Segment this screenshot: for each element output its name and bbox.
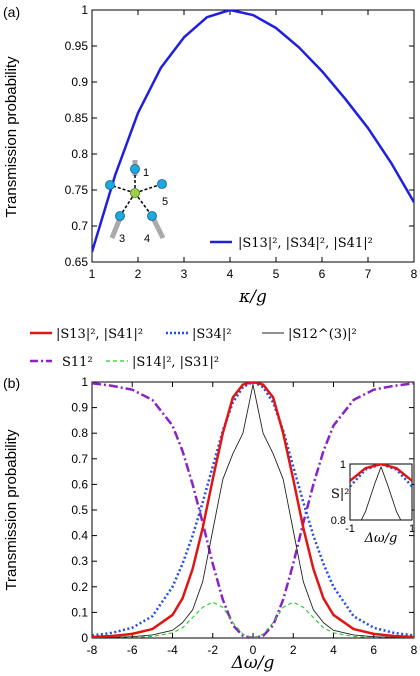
x-tick-label: 1 <box>409 523 415 535</box>
panel-b-series <box>92 382 414 638</box>
series-line <box>92 601 414 638</box>
y-tick-label: 1 <box>340 459 346 471</box>
panel-b-xlabel: Δω/g <box>231 653 275 673</box>
x-tick-label: 2 <box>135 267 142 281</box>
x-tick-label: 0 <box>250 643 257 657</box>
y-tick-label: 0.7 <box>71 219 88 233</box>
y-tick-label: 0.95 <box>65 39 89 53</box>
legend-label-red: |S13|², |S41|² <box>56 327 143 342</box>
x-tick-label: 4 <box>227 267 234 281</box>
panel-b-label: (b) <box>3 375 20 391</box>
legend-label-s13: |S13|², |S34|², |S41|² <box>238 236 373 251</box>
y-tick-label: 0.7 <box>71 452 88 466</box>
inset-axes: -1 1 0.8 1 <box>331 459 415 535</box>
x-tick-label: 3 <box>181 267 188 281</box>
y-tick-label: 0.5 <box>71 503 88 517</box>
panel-a-frame <box>91 9 415 263</box>
panel-b-ylabel: Transmission probability <box>3 429 20 591</box>
y-tick-label: 0.8 <box>331 515 346 527</box>
port-label-1: 1 <box>143 167 149 179</box>
y-tick-label: 0.8 <box>71 426 88 440</box>
x-tick-label: 5 <box>273 267 280 281</box>
inset-xlabel: Δω/g <box>364 531 398 546</box>
series-line <box>92 382 414 638</box>
x-tick-label: -8 <box>87 643 98 657</box>
y-tick-label: 0.85 <box>65 111 89 125</box>
series-line <box>92 10 414 253</box>
port-label-5: 5 <box>162 196 168 208</box>
x-tick-label: -4 <box>167 643 178 657</box>
inset-series <box>350 464 412 520</box>
x-tick-label: 4 <box>330 643 337 657</box>
inset-ylabel: S|² <box>331 487 350 502</box>
y-tick-label: 0.1 <box>71 605 88 619</box>
x-tick-label: -6 <box>127 643 138 657</box>
cavity-3 <box>115 211 125 221</box>
series-line <box>350 464 412 482</box>
cavity-1 <box>130 164 140 174</box>
x-tick-label: 8 <box>411 267 418 281</box>
y-tick-label: 0.65 <box>65 255 89 269</box>
x-tick-label: -2 <box>207 643 218 657</box>
port-label-4: 4 <box>144 233 150 245</box>
x-tick-label: 6 <box>370 643 377 657</box>
x-tick-label: 2 <box>290 643 297 657</box>
legend-label-green: |S14|², |S31|² <box>132 355 219 370</box>
y-tick-label: 0.75 <box>65 183 89 197</box>
cavity-4 <box>147 211 157 221</box>
y-tick-label: 0.8 <box>71 147 88 161</box>
panel-b-legend: |S13|², |S41|² |S34|² |S12^(3)|² S11² |S… <box>30 327 357 370</box>
panel-a-label: (a) <box>3 4 20 20</box>
central-atom <box>130 188 140 198</box>
waveguide-4 <box>150 216 166 240</box>
x-tick-label: -1 <box>345 523 355 535</box>
x-tick-label: 6 <box>319 267 326 281</box>
y-tick-label: 0.9 <box>71 401 88 415</box>
cavity-5 <box>157 179 167 189</box>
y-tick-label: 1 <box>81 3 88 17</box>
x-tick-label: 8 <box>411 643 418 657</box>
waveguide-3 <box>109 217 123 239</box>
panel-a-series <box>92 10 414 253</box>
y-tick-label: 0.9 <box>71 75 88 89</box>
series-line <box>350 464 412 488</box>
panel-a-xlabel: κ/g <box>238 287 267 307</box>
panel-a-axes: 1 2 3 4 5 6 7 8 0.65 0.7 0.75 0.8 0.85 0.9 0.95 1 <box>65 3 418 281</box>
series-line <box>92 382 414 637</box>
y-tick-label: 0.6 <box>71 477 88 491</box>
series-line <box>92 384 414 638</box>
legend-label-black: |S12^(3)|² <box>288 327 357 342</box>
series-line <box>92 382 414 638</box>
series-line <box>360 466 402 520</box>
port-label-3: 3 <box>119 233 125 245</box>
star-network-schematic: 1 5 3 4 <box>105 160 168 245</box>
y-tick-label: 0 <box>81 631 88 645</box>
legend-label-blue: |S34|² <box>192 327 231 342</box>
panel-a-ylabel: Transmission probability <box>3 56 20 218</box>
x-tick-label: 1 <box>89 267 96 281</box>
y-tick-label: 0.4 <box>71 529 88 543</box>
x-tick-label: 7 <box>365 267 372 281</box>
y-tick-label: 1 <box>81 375 88 389</box>
panel-a-legend: |S13|², |S34|², |S41|² <box>210 236 373 251</box>
y-tick-label: 0.2 <box>71 580 88 594</box>
y-tick-label: 0.3 <box>71 554 88 568</box>
cavity-2 <box>105 180 115 190</box>
legend-label-purple: S11² <box>62 355 93 370</box>
